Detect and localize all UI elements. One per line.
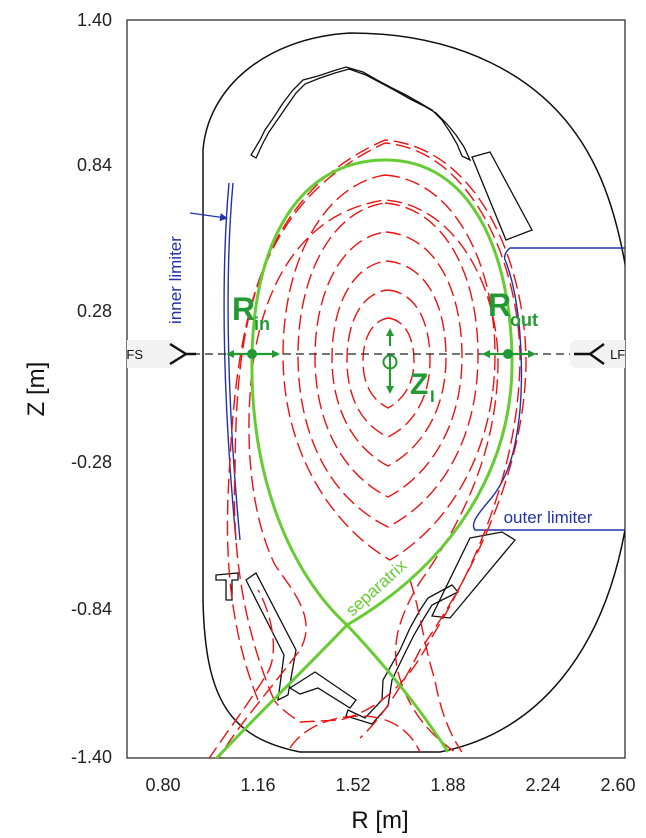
y-tick-label-6: -1.40 <box>71 747 112 767</box>
r-out-label-sub: out <box>510 310 538 330</box>
z-label-sub: I <box>430 387 435 406</box>
r-in-label-sub: in <box>254 314 270 334</box>
inner-limiter-label: inner limiter <box>166 236 185 324</box>
x-tick-label-1: 0.80 <box>145 775 180 795</box>
flux-surface-6 <box>363 318 414 408</box>
r-out-label-main: R <box>488 287 511 323</box>
y-axis-title: Z [m] <box>23 362 50 417</box>
wall-tiles <box>216 67 532 724</box>
x-tick-label-2: 1.16 <box>240 775 275 795</box>
y-tick-label-1: 1.40 <box>77 10 112 30</box>
z-label-main: Z <box>410 368 428 401</box>
flux-surfaces <box>208 140 526 765</box>
y-tick-label-2: 0.84 <box>77 155 112 175</box>
hfs-label: HFS <box>117 347 143 362</box>
inner-limiter <box>224 183 240 540</box>
flux-surface-outer-2 <box>227 140 526 738</box>
plot-frame <box>127 20 625 758</box>
left-divertor-tile <box>216 573 238 600</box>
inner-limiter-arrow <box>190 213 226 218</box>
upper-wall-tiles <box>251 67 470 160</box>
outer-limiter-label: outer limiter <box>504 508 593 527</box>
hfs-marker: HFS <box>104 340 196 368</box>
upper-outer-tile <box>472 152 532 240</box>
x-tick-label-5: 2.24 <box>525 775 560 795</box>
r-in-point <box>247 349 257 359</box>
r-out-point <box>503 349 513 359</box>
r-in-label-main: R <box>232 291 255 327</box>
flux-surface-2 <box>298 203 478 527</box>
x-tick-label-4: 1.88 <box>430 775 465 795</box>
lower-private-tiles <box>290 672 356 708</box>
x-tick-labels: 0.80 1.16 1.52 1.88 2.24 2.60 <box>145 775 635 795</box>
left-divertor-plate <box>246 573 296 700</box>
separatrix-curve <box>212 160 512 763</box>
x-axis-title: R [m] <box>351 807 408 834</box>
x-tick-label-3: 1.52 <box>335 775 370 795</box>
x-tick-label-6: 2.60 <box>600 775 635 795</box>
y-tick-label-3: 0.28 <box>77 301 112 321</box>
divertor-leg-right <box>410 580 462 752</box>
r-in-marker <box>228 349 278 359</box>
z-label: Z I <box>410 368 435 406</box>
z-marker <box>384 330 397 392</box>
lfs-label: LFS <box>610 347 634 362</box>
lfs-marker: LFS <box>570 340 642 368</box>
flux-surface-5 <box>347 290 430 437</box>
y-tick-labels: 1.40 0.84 0.28 -0.28 -0.84 -1.40 <box>71 10 112 767</box>
flux-surface-3 <box>315 232 462 497</box>
y-tick-label-4: -0.28 <box>71 452 112 472</box>
y-tick-label-5: -0.84 <box>71 599 112 619</box>
